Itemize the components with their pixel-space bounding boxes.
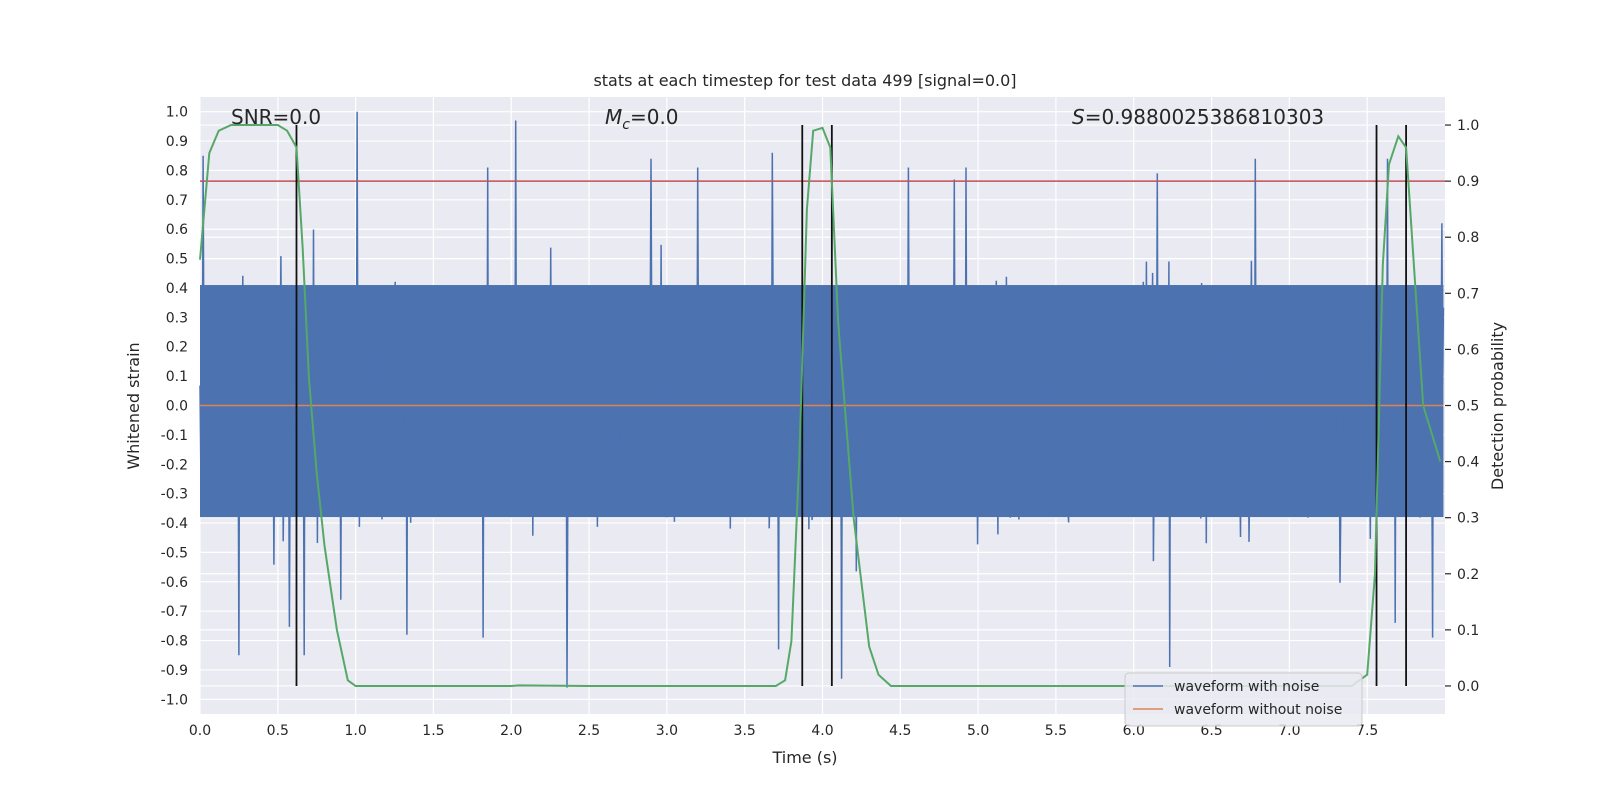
y-tick-label-7: 0.3: [166, 310, 188, 326]
y-tick-label-19: -0.9: [161, 663, 188, 679]
x-tick-label-6: 3.0: [656, 723, 678, 739]
y2-tick-label-0: 1.0: [1457, 118, 1479, 134]
legend-box: [1124, 672, 1363, 727]
x-tick-label-0: 0.0: [189, 723, 211, 739]
right-y-ticks: 1.0 0.9 0.8 0.7 0.6 0.5 0.4 0.3 0.2 0.1 0.0: [1445, 118, 1479, 695]
y-tick-label-20: -1.0: [161, 692, 188, 708]
noisy-waveform-series: [199, 111, 1445, 688]
left-y-ticks: 1.0 0.9 0.8 0.7 0.6 0.5 0.4 0.3 0.2 0.1 0.0 -0.1 -0.…: [161, 105, 188, 709]
y-tick-label-18: -0.8: [161, 634, 188, 650]
y-tick-label-8: 0.2: [166, 340, 188, 356]
x-tick-label-2: 1.0: [344, 723, 366, 739]
x-tick-label-13: 6.5: [1200, 723, 1222, 739]
legend-label-clean: waveform without noise: [1174, 702, 1342, 718]
statistic-value: =0.9880025386810303: [1085, 105, 1324, 129]
y-tick-label-9: 0.1: [166, 369, 188, 385]
y2-tick-label-4: 0.6: [1457, 342, 1479, 358]
chirp-mass-subscript: c: [622, 117, 630, 133]
chart-title: stats at each timestep for test data 499…: [593, 71, 1016, 90]
x-tick-label-15: 7.5: [1356, 723, 1378, 739]
chirp-mass-value: =0.0: [630, 105, 679, 129]
x-ticks: 0.0 0.5 1.0 1.5 2.0 2.5 3.0 3.5 4.0 4.5 5.0 5.5 6.0 6…: [189, 723, 1378, 739]
x-tick-label-1: 0.5: [267, 723, 289, 739]
y-tick-label-16: -0.6: [161, 575, 188, 591]
y2-tick-label-5: 0.5: [1457, 399, 1479, 415]
x-tick-label-12: 6.0: [1123, 723, 1145, 739]
y2-tick-label-3: 0.7: [1457, 286, 1479, 302]
y2-axis-label: Detection probability: [1488, 322, 1507, 490]
legend-label-noisy: waveform with noise: [1174, 679, 1319, 695]
x-tick-label-4: 2.0: [500, 723, 522, 739]
y-tick-label-11: -0.1: [161, 428, 188, 444]
y-tick-label-13: -0.3: [161, 487, 188, 503]
y-tick-label-1: 0.9: [166, 134, 188, 150]
y2-tick-label-6: 0.4: [1457, 455, 1479, 471]
y-tick-label-15: -0.5: [161, 545, 188, 561]
x-tick-label-3: 1.5: [422, 723, 444, 739]
y2-tick-label-7: 0.3: [1457, 511, 1479, 527]
y-tick-label-14: -0.4: [161, 516, 188, 532]
y2-tick-label-1: 0.9: [1457, 174, 1479, 190]
y-tick-label-5: 0.5: [166, 252, 188, 268]
x-tick-label-5: 2.5: [578, 723, 600, 739]
y-tick-label-4: 0.6: [166, 222, 188, 238]
x-tick-label-8: 4.0: [811, 723, 833, 739]
y2-tick-label-9: 0.1: [1457, 623, 1479, 639]
y-tick-label-0: 1.0: [166, 105, 188, 121]
snr-annotation: SNR=0.0: [231, 105, 321, 129]
y2-tick-label-8: 0.2: [1457, 567, 1479, 583]
statistic-annotation: S=0.9880025386810303: [1072, 105, 1324, 129]
y2-tick-label-2: 0.8: [1457, 230, 1479, 246]
y2-tick-label-10: 0.0: [1457, 679, 1479, 695]
x-axis-label: Time (s): [771, 748, 837, 767]
statistic-symbol: S: [1072, 105, 1085, 129]
y-tick-label-10: 0.0: [166, 399, 188, 415]
legend: waveform with noise waveform without noi…: [1124, 672, 1363, 727]
x-tick-label-7: 3.5: [734, 723, 756, 739]
chirp-mass-annotation: Mc=0.0: [605, 105, 679, 133]
x-tick-label-10: 5.0: [967, 723, 989, 739]
y-tick-label-2: 0.8: [166, 163, 188, 179]
y-tick-label-17: -0.7: [161, 604, 188, 620]
y-tick-label-6: 0.4: [166, 281, 188, 297]
x-tick-label-11: 5.5: [1045, 723, 1067, 739]
y-axis-label: Whitened strain: [124, 342, 143, 469]
noisy-waveform-line: [199, 111, 1445, 688]
x-tick-label-9: 4.5: [889, 723, 911, 739]
y-tick-label-12: -0.2: [161, 457, 188, 473]
y-tick-label-3: 0.7: [166, 193, 188, 209]
x-tick-label-14: 7.0: [1278, 723, 1300, 739]
vertical-markers: [295, 125, 1407, 686]
chirp-mass-symbol: M: [605, 105, 622, 129]
